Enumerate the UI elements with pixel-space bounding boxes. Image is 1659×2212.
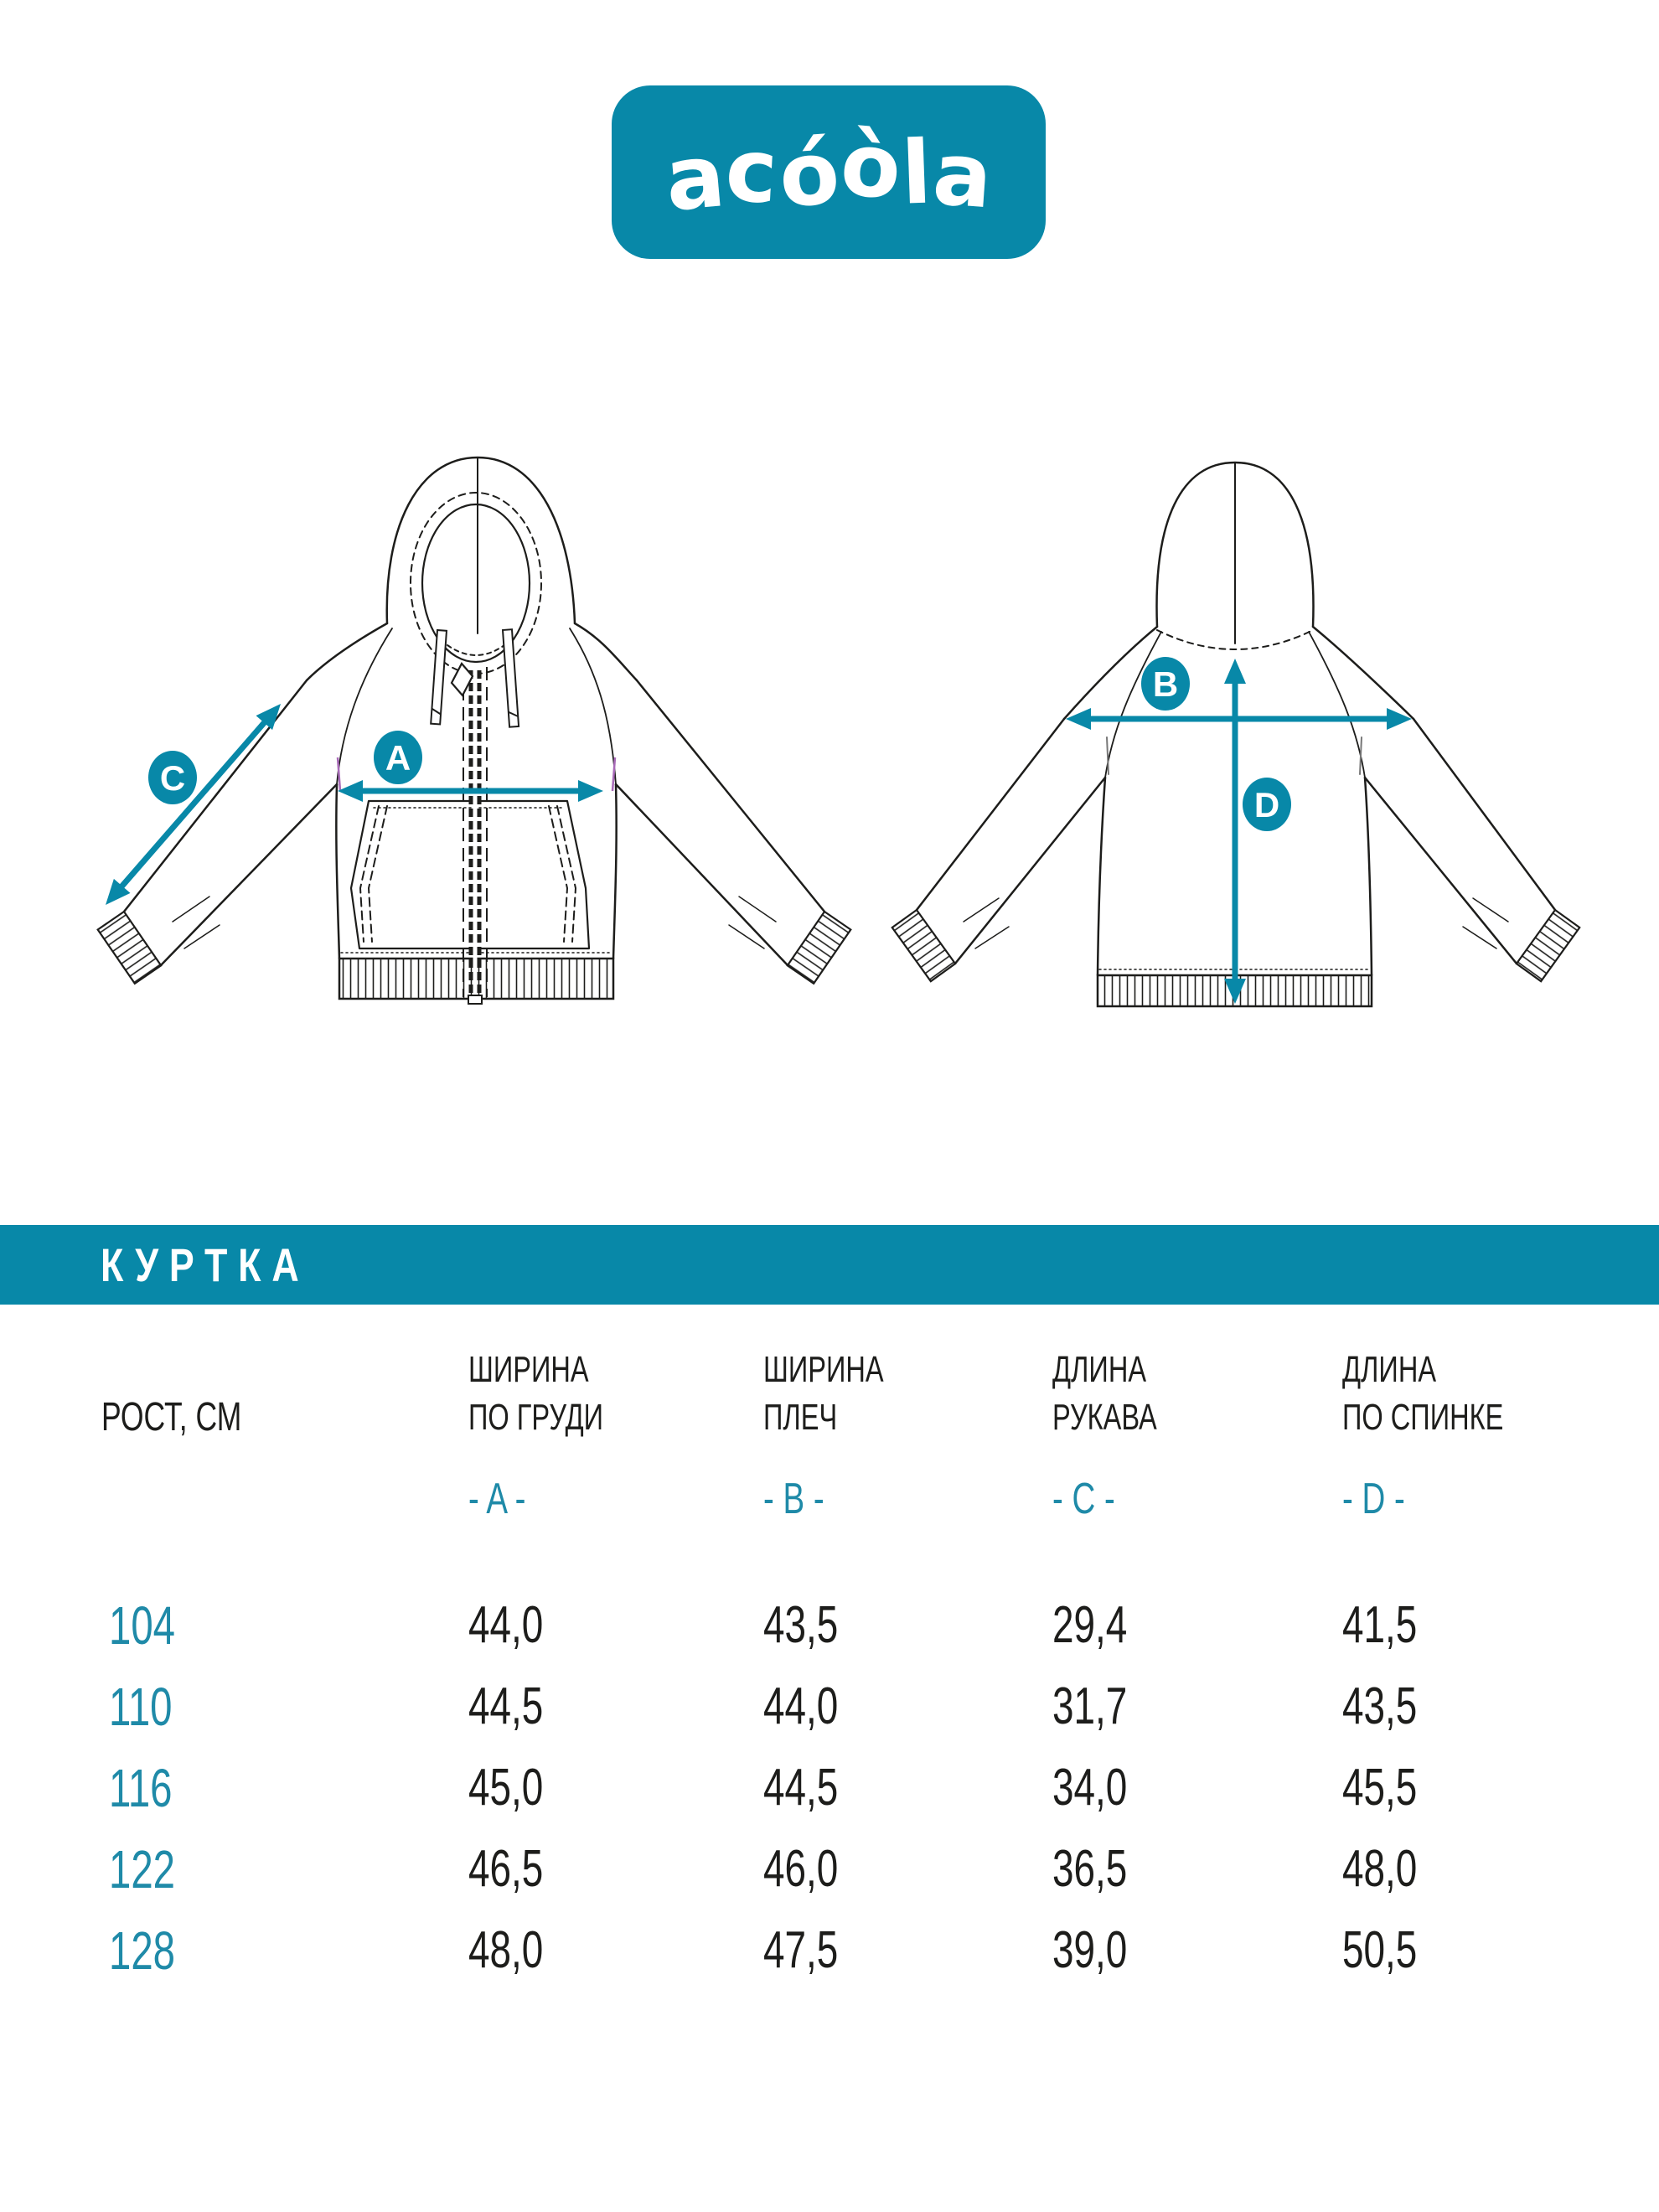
column-letter-b: - B - xyxy=(763,1475,824,1523)
value-cell: 31,7 xyxy=(1052,1677,1128,1735)
measure-arrow-a xyxy=(338,780,603,802)
zipper xyxy=(450,662,488,1005)
column-header-line1: ШИРИНА xyxy=(468,1349,589,1390)
value-cell: 46,5 xyxy=(468,1840,544,1898)
column-letter-d: - D - xyxy=(1342,1475,1405,1523)
value-cell: 36,5 xyxy=(1052,1840,1128,1898)
jacket-back-outline xyxy=(915,461,1557,977)
column-header-line2: РУКАВА xyxy=(1052,1397,1157,1438)
value-cell: 44,0 xyxy=(468,1596,544,1654)
measure-badge-b: B xyxy=(1141,657,1190,711)
value-cell: 45,0 xyxy=(468,1759,544,1817)
column-letter-a: - A - xyxy=(468,1475,526,1523)
value-cell: 39,0 xyxy=(1052,1921,1128,1979)
brand-logo: a c ó ò l a xyxy=(612,85,1046,259)
column-header-line2: ПЛЕЧ xyxy=(763,1397,838,1438)
column-header-line1: ДЛИНА xyxy=(1342,1349,1437,1390)
column-header-line1: ШИРИНА xyxy=(763,1349,884,1390)
column-header-sleeve-length: ДЛИНА РУКАВА xyxy=(1052,1346,1157,1441)
badge-letter-d: D xyxy=(1254,785,1279,824)
logo-letter: a xyxy=(661,123,729,231)
jacket-front-outline xyxy=(122,456,826,967)
value-cell: 44,5 xyxy=(763,1759,839,1817)
badge-letter-a: A xyxy=(385,738,411,778)
column-header-line1: ДЛИНА xyxy=(1052,1349,1147,1390)
section-title: КУРТКА xyxy=(101,1238,310,1291)
column-header-shoulder-width: ШИРИНА ПЛЕЧ xyxy=(763,1346,884,1441)
value-cell: 34,0 xyxy=(1052,1759,1128,1817)
jacket-back-diagram: B D xyxy=(891,461,1581,1008)
logo-letter: l xyxy=(900,120,934,225)
logo-letter: ò xyxy=(836,111,906,220)
zipper-pull xyxy=(450,662,474,697)
value-cell: 50,5 xyxy=(1342,1921,1418,1979)
section-title-band: КУРТКА xyxy=(0,1225,1659,1305)
size-label: 128 xyxy=(109,1920,176,1981)
measure-arrow-d xyxy=(1224,659,1246,1004)
size-label: 122 xyxy=(109,1839,176,1899)
value-cell: 43,5 xyxy=(763,1596,839,1654)
value-cell: 46,0 xyxy=(763,1840,839,1898)
value-cell: 45,5 xyxy=(1342,1759,1418,1817)
column-header-line2: ПО ГРУДИ xyxy=(468,1397,604,1438)
value-cell: 47,5 xyxy=(763,1921,839,1979)
measure-badge-d: D xyxy=(1243,778,1291,831)
jacket-front-diagram: A C xyxy=(96,456,852,1005)
value-cell: 41,5 xyxy=(1342,1596,1418,1654)
column-letter-c: - C - xyxy=(1052,1475,1115,1523)
value-cell: 29,4 xyxy=(1052,1596,1128,1654)
size-label: 110 xyxy=(109,1677,173,1737)
value-cell: 44,0 xyxy=(763,1677,839,1735)
column-header-line2: ПО СПИНКЕ xyxy=(1342,1397,1504,1438)
measure-badge-a: A xyxy=(374,731,422,784)
value-cell: 48,0 xyxy=(468,1921,544,1979)
column-header-chest-width: ШИРИНА ПО ГРУДИ xyxy=(468,1346,603,1441)
logo-letter: ó xyxy=(775,121,843,227)
badge-letter-b: B xyxy=(1153,664,1178,704)
column-header-back-length: ДЛИНА ПО СПИНКЕ xyxy=(1342,1346,1503,1441)
value-cell: 44,5 xyxy=(468,1677,544,1735)
measure-arrow-c xyxy=(106,704,281,905)
measure-badge-c: C xyxy=(148,751,197,804)
size-label: 116 xyxy=(109,1758,173,1818)
value-cell: 43,5 xyxy=(1342,1677,1418,1735)
column-header-rost: РОСТ, СМ xyxy=(101,1395,242,1439)
hood-drawstrings xyxy=(430,628,520,728)
badge-letter-c: C xyxy=(160,758,185,798)
logo-letter: c xyxy=(722,117,780,224)
size-label: 104 xyxy=(109,1595,176,1656)
side-seam-mark xyxy=(611,757,617,792)
side-seam-mark xyxy=(336,757,342,792)
measure-arrow-b xyxy=(1066,708,1412,730)
logo-letter: a xyxy=(929,121,996,228)
value-cell: 48,0 xyxy=(1342,1840,1418,1898)
